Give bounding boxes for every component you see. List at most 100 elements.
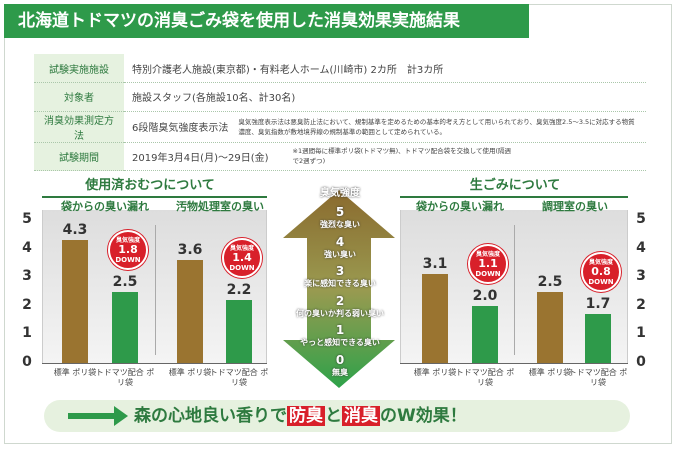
row-label: 試験実施施設 [34,54,124,83]
period-note: ※1週間毎に標準ポリ袋(トドマツ無)、トドマツ配合袋を交換して使用(隔週で2週ず… [292,147,512,166]
table-row: 消臭効果測定方法 6段階臭気強度表示法 臭気強度表示法は悪臭防止法において、規制基準… [34,111,646,143]
x-category-label: 標準 ポリ袋 [168,368,212,377]
bar-value-label: 2.0 [472,287,498,304]
y-tick-label: 2 [636,296,646,313]
scale-level-number: 5 [335,205,345,219]
badge-value: 1.1 [478,256,498,270]
group-divider [514,225,515,355]
y-tick-label: 5 [636,211,646,227]
x-category-label: トドマツ配合 ポリ袋 [209,368,269,387]
badge-unit: DOWN [229,264,255,273]
y-tick-label: 0 [636,354,646,370]
row-value: 2019年3月4日(月)〜29日(金) ※1週間毎に標準ポリ袋(トドマツ無)、トド… [124,142,646,171]
scale-level-number: 2 [335,293,345,308]
bar-standard [422,274,448,363]
group-title: 袋からの臭い漏れ [61,200,149,213]
scale-level-text: 強い臭い [324,249,356,259]
badge-value: 1.8 [118,242,138,256]
badge-unit: DOWN [588,278,614,287]
scale-level-text: 楽に感知できる臭い [304,279,376,288]
scale-level-text: 強烈な臭い [320,220,360,229]
y-tick-label: 4 [22,239,32,256]
y-tick-label: 3 [22,268,32,285]
bar-value-label: 3.6 [177,242,203,259]
page-title: 北海道トドマツの消臭ごみ袋を使用した消臭効果実施結果 [4,4,529,38]
down-badge: 臭気強度 1.4 DOWN [222,238,262,279]
down-badge: 臭気強度 1.8 DOWN [108,229,148,270]
divider [400,196,628,198]
bar-value-label: 3.1 [422,256,448,273]
chart-title-garbage: 生ごみについて [469,178,561,193]
x-category-label: 標準 ポリ袋 [53,368,97,377]
scale-level-text: やっと感知できる臭い [300,338,380,347]
scale-level-number: 3 [335,264,345,278]
x-axis [42,363,267,364]
banner-text: と [325,406,342,426]
bottom-banner: 森の心地良い香りで 防臭と消臭 のW効果！ [44,400,630,432]
row-label: 消臭効果測定方法 [34,111,124,143]
scale-level-text: 無臭 [332,367,348,377]
down-badge: 臭気強度 0.8 DOWN [581,252,621,293]
badge-label: 臭気強度 [229,245,254,253]
bar-standard [62,240,88,363]
scale-title: 臭気強度 [320,188,360,199]
row-label: 試験期間 [34,142,124,171]
chart-title-diapers: 使用済おむつについて [85,178,215,193]
x-axis [400,363,628,364]
row-value: 特別介護老人施設(東京都)・有料老人ホーム(川崎市) 2カ所 計3カ所 [124,54,646,83]
bar-todomatsu [472,305,498,363]
x-category-label: トドマツ配合 ポリ袋 [455,368,515,387]
badge-unit: DOWN [115,255,141,264]
bar-todomatsu [585,314,611,363]
arrow-head-icon [114,406,128,426]
badge-label: 臭気強度 [115,236,140,244]
bar-standard [537,291,563,363]
bar-value-label: 2.2 [226,282,252,299]
y-tick-label: 4 [636,239,646,256]
y-tick-label: 1 [22,325,32,342]
banner-text: のW効果！ [380,406,467,426]
y-tick-label: 2 [22,296,32,313]
row-label: 対象者 [34,82,124,112]
row-value: 施設スタッフ(各施設10名、計30名) [124,82,646,112]
info-table: 試験実施施設 特別介護老人施設(東京都)・有料老人ホーム(川崎市) 2カ所 計3カ… [34,54,646,171]
x-category-label: 標準 ポリ袋 [413,368,457,377]
y-tick-label: 3 [636,268,646,285]
bar-todomatsu [226,300,252,363]
table-row: 試験実施施設 特別介護老人施設(東京都)・有料老人ホーム(川崎市) 2カ所 計3カ… [34,54,646,83]
badge-value: 1.4 [232,251,252,265]
odor-scale-arrow [283,190,395,388]
method-note: 臭気強度表示法は悪臭防止法において、規制基準を定めるための基本的考え方として用い… [238,117,635,136]
y-tick-label: 5 [22,211,32,227]
banner-highlight: 消臭 [342,406,380,426]
group-title: 袋からの臭い漏れ [416,200,504,213]
y-tick-label: 1 [636,325,646,342]
table-row: 対象者 施設スタッフ(各施設10名、計30名) [34,82,646,112]
group-title: 汚物処理室の臭い [176,200,264,213]
row-value: 6段階臭気強度表示法 臭気強度表示法は悪臭防止法において、規制基準を定めるための基… [124,111,646,143]
group-title: 調理室の臭い [542,200,608,213]
bar-todomatsu [112,291,138,363]
banner-highlight: 防臭 [287,406,325,426]
down-badge: 臭気強度 1.1 DOWN [468,243,508,284]
bar-value-label: 2.5 [537,273,563,290]
badge-unit: DOWN [475,269,501,278]
bar-value-label: 1.7 [585,296,611,313]
scale-level-number: 0 [335,352,345,367]
x-category-label: トドマツ配合 ポリ袋 [568,368,628,387]
bar-value-label: 4.3 [62,222,88,239]
bar-standard [177,260,203,363]
x-category-label: 標準 ポリ袋 [528,368,572,377]
scale-level-number: 1 [335,323,345,337]
banner-text: 森の心地良い香りで [134,406,287,426]
arrow-icon [68,413,118,419]
y-tick-label: 0 [22,354,32,370]
scale-level-number: 4 [335,234,345,249]
method-value: 6段階臭気強度表示法 [132,123,229,134]
divider [42,196,267,198]
group-divider [154,225,156,355]
badge-value: 0.8 [591,265,611,279]
scale-level-text: 何の臭いか判る弱い臭い [296,308,384,318]
bar-value-label: 2.5 [112,273,138,290]
badge-label: 臭気強度 [588,259,613,267]
